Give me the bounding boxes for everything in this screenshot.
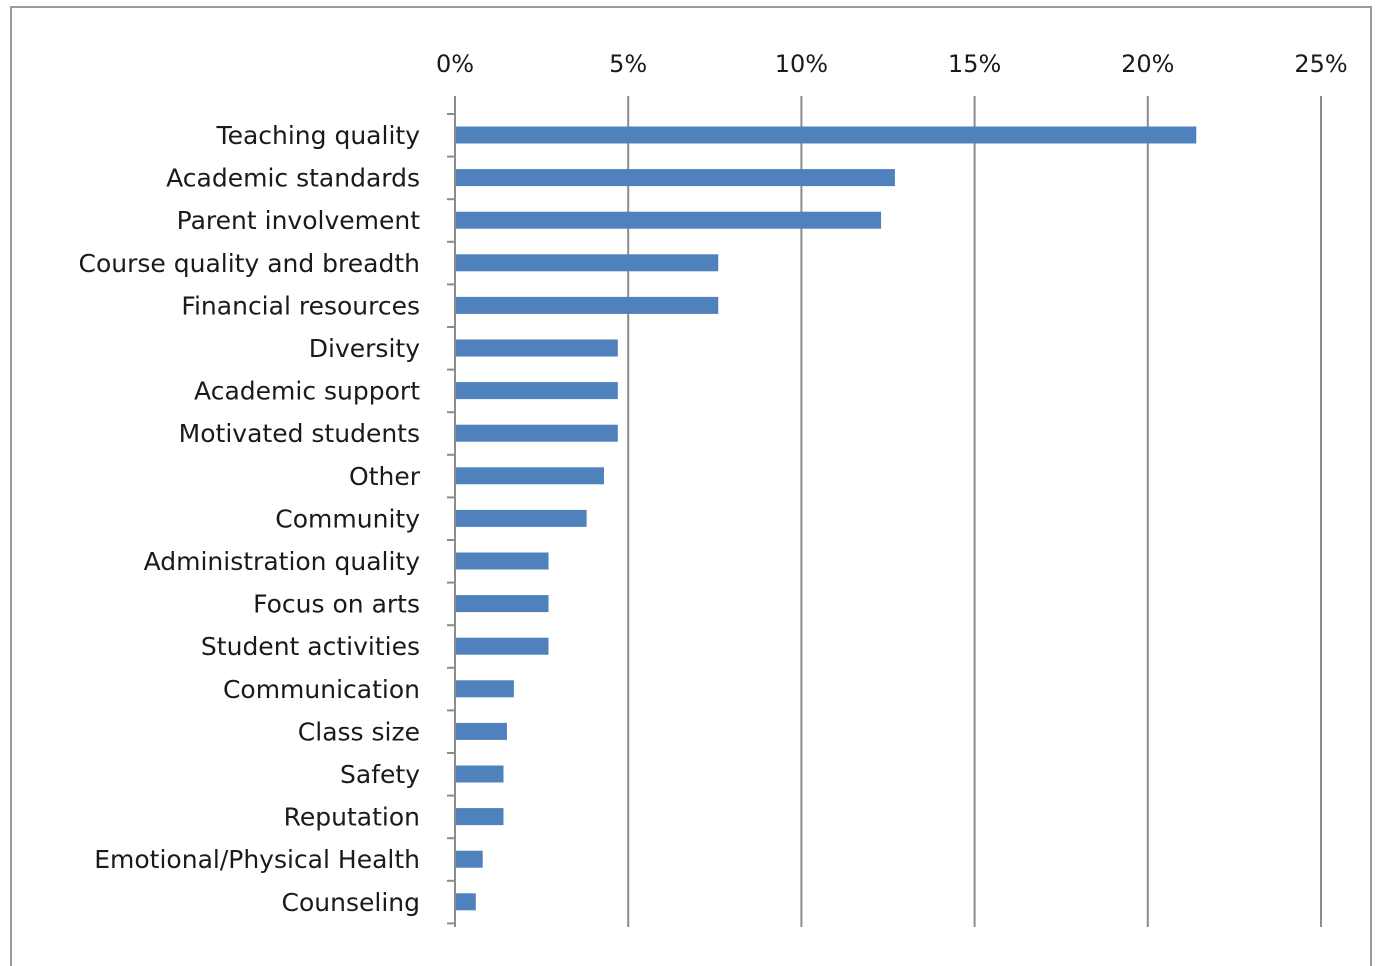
bar [456,595,549,613]
category-label: Parent involvement [177,206,421,235]
category-label: Motivated students [179,419,420,448]
category-label: Academic support [194,377,420,406]
category-label: Counseling [282,888,420,917]
category-label: Community [275,504,420,533]
category-label: Emotional/Physical Health [94,845,420,874]
bar [456,637,549,655]
bar [456,382,618,400]
x-tick-labels: 0% 5% 10% 15% 20% 25% [436,50,1348,78]
bar [456,424,618,442]
category-label: Focus on arts [253,590,420,619]
category-label: Student activities [201,632,420,661]
bar [456,509,587,527]
category-label: Safety [340,760,420,789]
category-label: Communication [223,675,420,704]
x-tick-label: 20% [1121,50,1174,78]
x-tick-label: 5% [609,50,647,78]
bar [456,339,618,357]
x-tick-label: 15% [948,50,1001,78]
x-tick-label: 25% [1294,50,1347,78]
category-label: Academic standards [166,164,420,193]
x-tick-label: 10% [775,50,828,78]
bar [456,254,719,272]
bar [456,211,882,229]
bar [456,850,483,868]
bar [456,680,514,698]
category-label: Financial resources [181,291,420,320]
chart-frame [10,6,1372,966]
bar [456,722,507,740]
bar [456,126,1197,144]
category-label: Administration quality [144,547,421,576]
bar [456,552,549,570]
category-label: Course quality and breadth [79,249,421,278]
bar [456,169,895,187]
bar [456,808,504,826]
bar [456,893,476,911]
bars [456,126,1197,911]
bar [456,765,504,783]
category-label: Reputation [284,803,420,832]
grid-lines [627,104,1322,927]
x-tick-label: 0% [436,50,474,78]
axes [447,96,1322,927]
bar [456,467,604,485]
category-label: Other [349,462,421,491]
bar [456,296,719,314]
category-label: Teaching quality [216,121,421,150]
category-label: Class size [298,717,420,746]
category-labels: Teaching quality Academic standards Parent… [79,121,421,917]
category-label: Diversity [309,334,420,363]
